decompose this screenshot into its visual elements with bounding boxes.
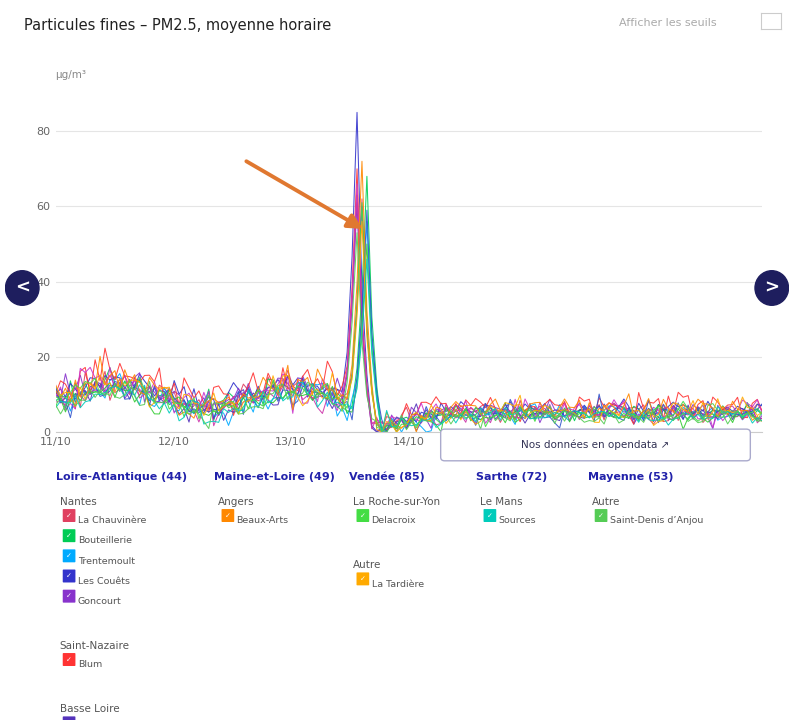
Text: Autre: Autre [592,497,620,506]
Text: Le Mans: Le Mans [480,497,523,506]
Text: Bouteillerie: Bouteillerie [78,536,132,546]
Text: Saint-Denis d’Anjou: Saint-Denis d’Anjou [610,516,703,526]
Text: ✓: ✓ [225,513,231,518]
Text: Beaux-Arts: Beaux-Arts [237,516,289,526]
Text: >: > [765,279,779,297]
Text: Maine-et-Loire (49): Maine-et-Loire (49) [214,472,335,482]
Text: ✓: ✓ [66,513,72,518]
Text: Sources: Sources [499,516,536,526]
Text: Goncourt: Goncourt [78,597,121,606]
Text: Vendée (85): Vendée (85) [349,472,425,482]
Text: ✓: ✓ [66,593,72,599]
Text: Angers: Angers [218,497,255,506]
Text: Saint-Nazaire: Saint-Nazaire [60,641,129,650]
Text: ✓: ✓ [598,513,604,518]
Text: <: < [15,279,29,297]
Text: ✓: ✓ [360,513,366,518]
Text: ✓: ✓ [66,553,72,559]
Text: Les Couêts: Les Couêts [78,577,129,586]
Text: Afficher les seuils: Afficher les seuils [619,18,717,28]
Text: Basse Loire: Basse Loire [60,704,119,714]
Text: μg/m³: μg/m³ [56,70,87,80]
Text: Autre: Autre [353,560,382,570]
Text: Mayenne (53): Mayenne (53) [588,472,673,482]
Circle shape [755,271,788,305]
Text: ✓: ✓ [66,657,72,662]
Text: La Tardière: La Tardière [372,580,424,589]
Text: ✓: ✓ [360,576,366,582]
Text: ✓: ✓ [487,513,493,518]
Circle shape [6,271,39,305]
Text: Particules fines – PM2.5, moyenne horaire: Particules fines – PM2.5, moyenne horair… [24,18,331,33]
Text: Delacroix: Delacroix [372,516,416,526]
Text: ✓: ✓ [66,533,72,539]
Text: Loire-Atlantique (44): Loire-Atlantique (44) [56,472,187,482]
Text: Nos données en opendata ↗: Nos données en opendata ↗ [522,440,669,450]
Text: ✓: ✓ [66,573,72,579]
Text: Blum: Blum [78,660,102,670]
Text: Sarthe (72): Sarthe (72) [476,472,548,482]
Text: Nantes: Nantes [60,497,96,506]
Text: La Roche-sur-Yon: La Roche-sur-Yon [353,497,441,506]
Text: Trentemoult: Trentemoult [78,557,135,566]
Text: La Chauvinère: La Chauvinère [78,516,146,526]
